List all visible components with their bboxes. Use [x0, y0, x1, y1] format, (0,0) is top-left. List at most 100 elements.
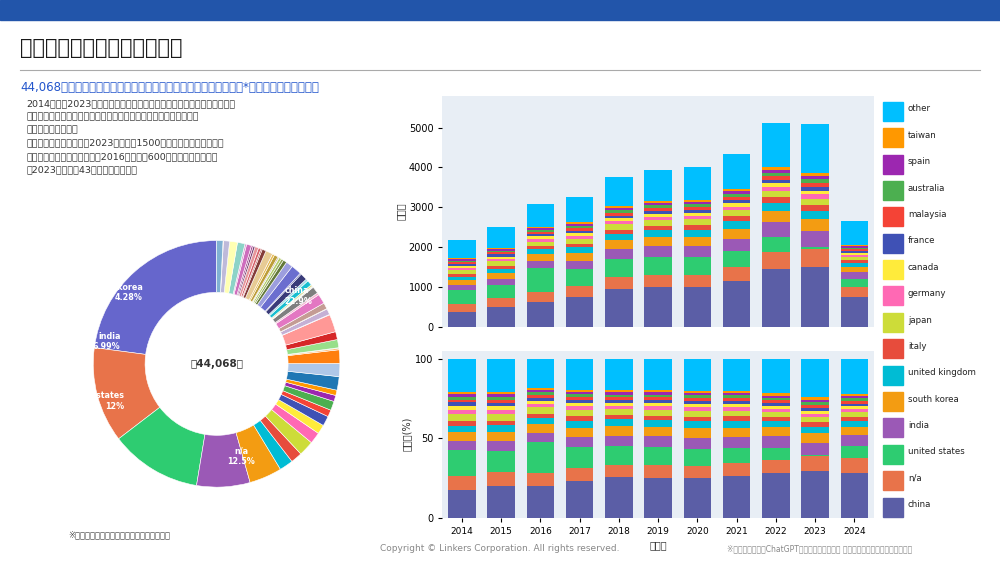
Bar	[487, 251, 515, 252]
Bar	[762, 448, 790, 459]
Bar	[762, 197, 790, 203]
Bar	[801, 417, 829, 422]
Text: 論文数の推移と国ごとの傾向: 論文数の推移と国ごとの傾向	[20, 38, 182, 58]
Bar	[644, 211, 672, 214]
Wedge shape	[283, 386, 334, 410]
Bar	[644, 397, 672, 400]
Wedge shape	[282, 314, 330, 336]
Bar	[723, 194, 750, 196]
Bar	[448, 258, 476, 260]
Bar	[644, 246, 672, 257]
Bar	[566, 228, 593, 231]
Bar	[527, 230, 554, 232]
Wedge shape	[238, 246, 255, 296]
Bar	[566, 231, 593, 233]
Bar	[762, 173, 790, 176]
Bar	[566, 359, 593, 390]
Bar	[762, 396, 790, 398]
Bar	[566, 224, 593, 226]
Bar	[801, 457, 829, 471]
Bar	[448, 422, 476, 426]
Bar	[684, 417, 711, 421]
Bar	[448, 266, 476, 268]
Bar	[762, 184, 790, 187]
Bar	[841, 473, 868, 518]
Bar	[644, 415, 672, 420]
Bar	[723, 428, 750, 437]
Bar	[566, 397, 593, 400]
X-axis label: 発表年: 発表年	[649, 540, 667, 550]
Bar	[684, 202, 711, 204]
Bar	[644, 436, 672, 447]
Bar	[883, 392, 903, 411]
Bar	[723, 404, 750, 407]
Wedge shape	[281, 309, 330, 335]
Text: 44,068件の関連論文について、論文数の年次推移と国ごとの傾向*について分析を行った: 44,068件の関連論文について、論文数の年次推移と国ごとの傾向*について分析を…	[20, 81, 319, 94]
Wedge shape	[257, 262, 292, 307]
Bar	[448, 392, 476, 395]
Bar	[448, 280, 476, 285]
Bar	[841, 279, 868, 287]
Bar	[762, 400, 790, 403]
Bar	[841, 421, 868, 427]
Wedge shape	[288, 363, 340, 377]
Bar	[723, 196, 750, 200]
Bar	[883, 365, 903, 385]
Bar	[527, 424, 554, 433]
Bar	[527, 261, 554, 268]
Y-axis label: 論文数: 論文数	[396, 203, 406, 220]
Wedge shape	[249, 254, 275, 301]
Text: 2014年から2023年にかけて、エネルギーハーベスティング技術に関する
論文数は全体的に増加傾向にあり、特に中国の論文数が顕著に伸び
ていることがわかる
中国: 2014年から2023年にかけて、エネルギーハーベスティング技術に関する 論文数…	[27, 99, 236, 174]
Wedge shape	[243, 249, 266, 298]
Bar	[723, 398, 750, 401]
Bar	[605, 208, 633, 211]
Bar	[448, 410, 476, 414]
Bar	[566, 392, 593, 394]
Bar	[801, 422, 829, 427]
Bar	[566, 421, 593, 427]
Wedge shape	[281, 391, 331, 417]
Bar	[801, 199, 829, 205]
Bar	[605, 409, 633, 415]
Bar	[605, 221, 633, 225]
Bar	[644, 205, 672, 208]
Wedge shape	[282, 315, 336, 345]
Wedge shape	[255, 260, 287, 305]
Wedge shape	[272, 287, 313, 319]
Bar	[605, 259, 633, 277]
Bar	[841, 287, 868, 297]
Bar	[527, 442, 554, 473]
Bar	[762, 252, 790, 269]
Bar	[684, 230, 711, 237]
Wedge shape	[253, 257, 279, 302]
Bar	[566, 468, 593, 481]
Bar	[801, 194, 829, 199]
Bar	[644, 390, 672, 392]
Wedge shape	[276, 400, 323, 434]
Text: ※国はファーストオーサーの所属組織で定義: ※国はファーストオーサーの所属組織で定義	[69, 530, 171, 539]
Bar	[487, 397, 515, 400]
Bar	[684, 213, 711, 216]
Bar	[883, 181, 903, 200]
Bar	[684, 421, 711, 428]
Bar	[527, 397, 554, 401]
Bar	[762, 409, 790, 412]
Bar	[487, 406, 515, 410]
Bar	[487, 269, 515, 272]
Wedge shape	[245, 251, 273, 300]
Bar	[487, 395, 515, 397]
Bar	[605, 277, 633, 288]
Bar	[644, 230, 672, 237]
Bar	[801, 176, 829, 180]
Bar	[801, 400, 829, 402]
Wedge shape	[234, 244, 251, 295]
Bar	[487, 486, 515, 518]
Bar	[723, 448, 750, 463]
Bar	[841, 297, 868, 327]
Bar	[566, 236, 593, 239]
Bar	[527, 236, 554, 239]
Wedge shape	[279, 303, 327, 332]
Bar	[605, 177, 633, 207]
Bar	[605, 465, 633, 477]
Text: ※本レポートにはChatGPTで生成された文章や それを基にした文章も含まれます: ※本レポートにはChatGPTで生成された文章や それを基にした文章も含まれます	[727, 544, 913, 553]
